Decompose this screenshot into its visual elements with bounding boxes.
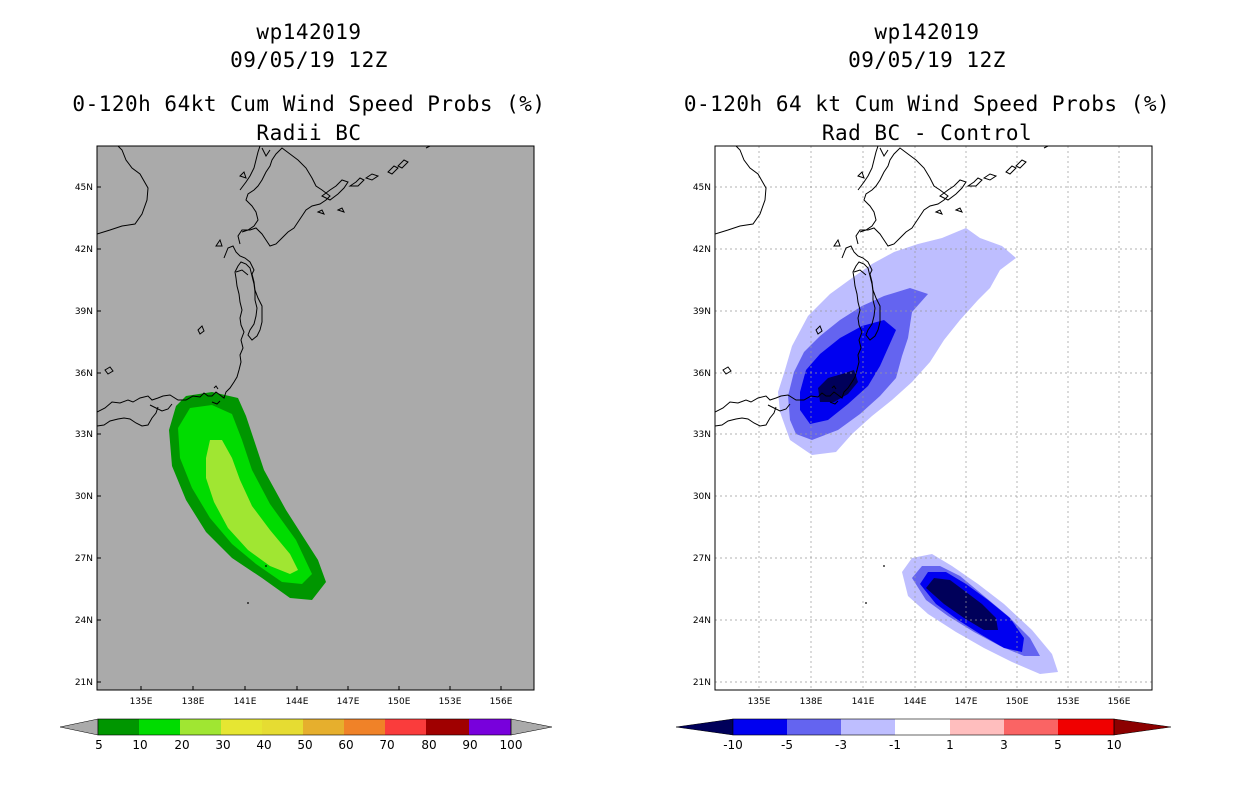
left-colorbar-label: 90 (462, 738, 477, 752)
left-lon-label: 141E (234, 697, 257, 707)
right-lat-label: 42N (693, 245, 711, 255)
right-lat-label: 27N (693, 554, 711, 564)
right-lat-label: 24N (693, 616, 711, 626)
left-colorbar-label: 20 (174, 738, 189, 752)
right-colorbar: -10 -5 -3 -1 1 3 5 10 (675, 718, 1172, 752)
left-map-background (97, 146, 534, 690)
left-colorbar-box (344, 719, 385, 735)
left-lon-label: 153E (439, 697, 462, 707)
right-colorbar-low-arrow (675, 718, 734, 736)
right-lon-label: 153E (1057, 697, 1080, 707)
left-colorbar-box (385, 719, 426, 735)
right-colorbar-box (1058, 719, 1114, 735)
left-title-product: 0-120h 64kt Cum Wind Speed Probs (%) (72, 92, 546, 116)
right-lat-label: 39N (693, 307, 711, 317)
right-colorbar-label: 10 (1106, 738, 1121, 752)
right-colorbar-box (1004, 719, 1058, 735)
left-map: 135E 138E 141E 144E 147E 150E 153E 156E … (75, 145, 535, 707)
left-colorbar-box (221, 719, 262, 735)
right-title-product: 0-120h 64 kt Cum Wind Speed Probs (%) (683, 92, 1171, 116)
right-lat-label: 33N (693, 430, 711, 440)
left-lat-ticks (97, 186, 101, 683)
left-lat-label: 36N (75, 369, 93, 379)
left-colorbar-label: 80 (421, 738, 436, 752)
right-colorbar-label: -3 (835, 738, 847, 752)
right-lat-label: 30N (693, 492, 711, 502)
left-colorbar-label: 10 (132, 738, 147, 752)
left-map-frame (96, 145, 535, 691)
right-colorbar-box (950, 719, 1004, 735)
right-lat-label: 45N (693, 183, 711, 193)
right-colorbar-label: 3 (1000, 738, 1008, 752)
left-lat-label: 30N (75, 492, 93, 502)
left-title-subtitle: Radii BC (256, 121, 362, 145)
left-colorbar-low-arrow (59, 718, 99, 736)
right-colorbar-label: 5 (1054, 738, 1062, 752)
left-lat-label: 33N (75, 430, 93, 440)
diff-contour-minus10-north (818, 370, 858, 402)
right-lon-label: 156E (1108, 697, 1131, 707)
right-colorbar-label: -10 (723, 738, 743, 752)
left-lon-label: 147E (337, 697, 360, 707)
left-lon-label: 135E (130, 697, 153, 707)
left-lat-label: 27N (75, 554, 93, 564)
left-lat-label: 42N (75, 245, 93, 255)
right-lon-label: 147E (955, 697, 978, 707)
left-colorbar-box (303, 719, 344, 735)
left-colorbar-label: 70 (379, 738, 394, 752)
left-colorbar-label: 50 (297, 738, 312, 752)
left-colorbar: 5 10 20 30 40 50 60 70 80 90 100 (59, 718, 553, 752)
right-title-storm: wp142019 (874, 20, 980, 44)
left-lat-label: 39N (75, 307, 93, 317)
right-lon-label: 144E (904, 697, 927, 707)
right-colorbar-box (895, 719, 950, 735)
left-colorbar-label: 30 (215, 738, 230, 752)
right-title-subtitle: Rad BC - Control (821, 121, 1033, 145)
right-lon-label: 135E (748, 697, 771, 707)
left-lon-label: 144E (286, 697, 309, 707)
right-colorbar-label: -5 (781, 738, 793, 752)
right-title-date: 09/05/19 12Z (848, 48, 1006, 72)
left-colorbar-label: 100 (500, 738, 523, 752)
right-colorbar-label: -1 (889, 738, 901, 752)
left-colorbar-box (426, 719, 469, 735)
right-colorbar-box (787, 719, 841, 735)
right-map: 135E 138E 141E 144E 147E 150E 153E 156E … (693, 145, 1153, 707)
left-colorbar-label: 40 (256, 738, 271, 752)
left-colorbar-box (98, 719, 139, 735)
left-colorbar-box (262, 719, 303, 735)
right-colorbar-box (841, 719, 895, 735)
right-colorbar-label: 1 (946, 738, 954, 752)
left-lat-label: 45N (75, 183, 93, 193)
prob-contour-20 (206, 440, 298, 574)
left-lon-label: 138E (182, 697, 205, 707)
left-colorbar-box (180, 719, 221, 735)
left-lon-label: 156E (490, 697, 513, 707)
right-lon-label: 150E (1006, 697, 1029, 707)
left-colorbar-box (469, 719, 511, 735)
right-lon-label: 141E (852, 697, 875, 707)
right-map-frame (714, 145, 1153, 691)
diff-contour-minus10-south (926, 578, 998, 630)
left-title-date: 09/05/19 12Z (230, 48, 388, 72)
right-gridlines (715, 146, 1152, 690)
left-lat-label: 24N (75, 616, 93, 626)
left-lat-label: 21N (75, 678, 93, 688)
left-colorbar-box (139, 719, 180, 735)
left-title-storm: wp142019 (256, 20, 362, 44)
right-lat-label: 36N (693, 369, 711, 379)
right-lon-label: 138E (800, 697, 823, 707)
left-colorbar-label: 60 (338, 738, 353, 752)
right-colorbar-high-arrow (1113, 718, 1172, 736)
left-colorbar-label: 5 (95, 738, 103, 752)
left-colorbar-high-arrow (510, 718, 553, 736)
right-colorbar-box (733, 719, 787, 735)
left-lon-ticks (140, 686, 502, 690)
right-lat-label: 21N (693, 678, 711, 688)
left-lon-label: 150E (388, 697, 411, 707)
